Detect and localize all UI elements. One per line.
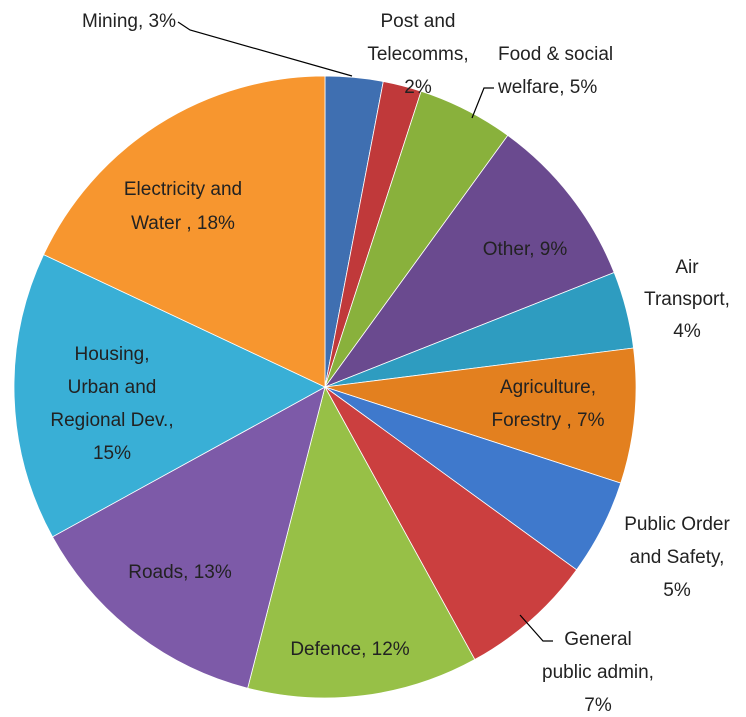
- leader-line: [177, 21, 353, 77]
- slice-label: 5%: [663, 580, 691, 601]
- slice-label: public admin,: [542, 662, 654, 683]
- slice-label: Food & social: [498, 44, 613, 65]
- slice-label: Agriculture,: [500, 377, 596, 398]
- pie-slice: [51, 386, 326, 689]
- slice-label: Telecomms,: [367, 44, 468, 65]
- slice-label: and Safety,: [630, 547, 725, 568]
- slice-label: Housing,: [75, 344, 150, 365]
- slice-label: Urban and: [68, 377, 157, 398]
- pie-slice: [247, 385, 476, 699]
- leader-line: [471, 87, 494, 119]
- slice-label: Mining, 3%: [82, 11, 176, 32]
- slice-label: Post and: [381, 11, 456, 32]
- slice-label: Transport,: [644, 289, 730, 310]
- pie-slice: [43, 75, 326, 388]
- slice-label: Electricity and: [124, 179, 242, 200]
- slice-label: Other, 9%: [483, 239, 568, 260]
- slice-label: Water , 18%: [131, 213, 235, 234]
- slice-label: Public Order: [624, 514, 730, 535]
- leader-line: [519, 614, 553, 642]
- slice-label: Defence, 12%: [290, 639, 409, 660]
- slice-label: Air: [675, 257, 699, 278]
- slice-label: General: [564, 629, 632, 650]
- pie-slice: [13, 254, 326, 538]
- pie-slice: [323, 134, 615, 388]
- slice-label: 2%: [404, 77, 432, 98]
- slice-label: 7%: [584, 695, 612, 716]
- slice-label: welfare, 5%: [497, 77, 597, 98]
- slice-label: Forestry , 7%: [492, 410, 605, 431]
- slice-label: 4%: [673, 321, 701, 342]
- slice-label: 15%: [93, 443, 131, 464]
- slice-label: Regional Dev.,: [50, 410, 173, 431]
- pie-slice: [324, 386, 578, 661]
- pie-slice: [324, 347, 637, 484]
- slice-label: Roads, 13%: [128, 562, 232, 583]
